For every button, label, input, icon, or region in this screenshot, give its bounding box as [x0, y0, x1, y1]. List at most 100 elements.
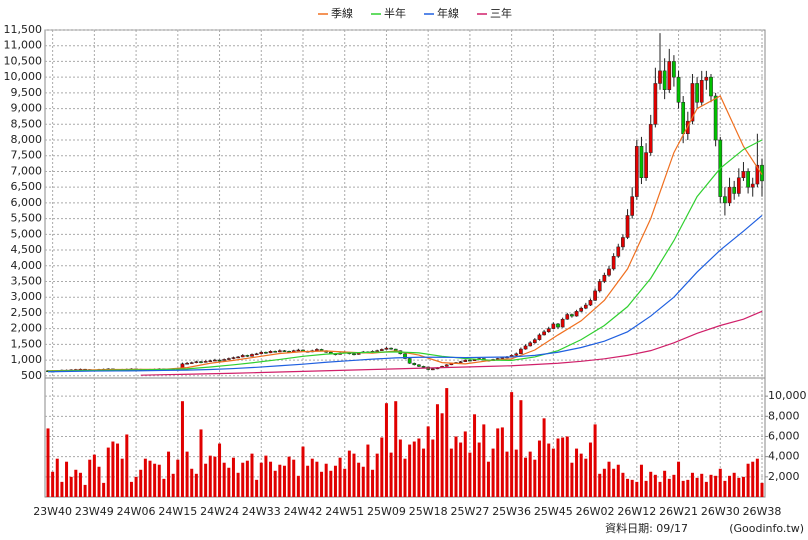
- candle-body: [532, 339, 537, 344]
- volume-bar: [46, 428, 50, 497]
- volume-bar: [667, 478, 671, 497]
- volume-bar: [245, 460, 249, 497]
- volume-bar: [468, 452, 472, 497]
- volume-bar: [333, 465, 337, 497]
- candle-body: [653, 83, 658, 125]
- candle-body: [203, 361, 208, 363]
- x-tick-label: 26W38: [743, 505, 782, 518]
- candle-body: [634, 146, 639, 197]
- y-tick-label: 9,500: [11, 86, 43, 99]
- y-tick-label: 3,000: [11, 290, 43, 303]
- volume-bar: [213, 456, 217, 497]
- volume-bar: [579, 453, 583, 497]
- volume-bar: [477, 442, 481, 497]
- candle-body: [621, 237, 625, 248]
- volume-bar: [695, 477, 699, 497]
- volume-bar: [459, 442, 463, 497]
- volume-bar: [630, 479, 634, 497]
- candle-body: [403, 353, 407, 359]
- volume-bar: [162, 478, 166, 497]
- volume-bar: [227, 467, 231, 497]
- x-tick-label: 26W30: [701, 505, 740, 518]
- candle-body: [709, 76, 713, 97]
- volume-bar: [69, 476, 73, 497]
- candle-body: [254, 353, 259, 356]
- volume-bar: [60, 481, 64, 497]
- volume-bar: [639, 464, 643, 497]
- candle-body: [458, 361, 463, 363]
- candle-body: [273, 351, 278, 353]
- volume-bar: [190, 468, 194, 497]
- volume-bar: [486, 461, 490, 497]
- volume-bar: [718, 468, 722, 497]
- x-tick-label: 23W40: [33, 505, 72, 518]
- candle-body: [444, 364, 449, 367]
- legend-label: 半年: [384, 6, 406, 20]
- volume-bar: [584, 458, 588, 497]
- volume-bar: [556, 438, 560, 497]
- candle-body: [213, 359, 217, 362]
- candle-body: [583, 304, 588, 309]
- volume-bar: [231, 457, 235, 497]
- y-tick-label: 7,000: [11, 164, 43, 177]
- x-tick-label: 25W45: [534, 505, 573, 518]
- candle-body: [421, 366, 426, 368]
- candle-body: [741, 171, 746, 179]
- volume-bar: [561, 437, 565, 497]
- candle-body: [199, 361, 203, 363]
- candle-body: [556, 323, 560, 328]
- volume-bar: [755, 458, 759, 497]
- volume-bar: [296, 475, 300, 497]
- x-tick-label: 25W18: [409, 505, 448, 518]
- candle-body: [268, 351, 273, 354]
- ma-line: [47, 139, 763, 372]
- candle-body: [662, 70, 667, 90]
- candle-body: [189, 362, 194, 364]
- volume-bar: [185, 451, 189, 497]
- volume-bar: [241, 462, 245, 497]
- volume-bar: [440, 413, 444, 497]
- volume-bar: [176, 459, 180, 497]
- volume-bar: [588, 442, 592, 497]
- candle-body: [750, 183, 755, 188]
- volume-bar: [626, 478, 630, 497]
- candle-body: [226, 358, 231, 360]
- volume-bar: [111, 441, 115, 497]
- volume-bar: [700, 473, 704, 497]
- volume-bar: [653, 474, 657, 497]
- volume-bar: [74, 469, 78, 497]
- volume-bar: [250, 453, 254, 497]
- volume-bar: [259, 462, 263, 497]
- volume-bar: [551, 448, 555, 497]
- volume-tick-label: 2,000: [768, 470, 800, 483]
- volume-bar: [681, 480, 685, 497]
- volume-bar: [732, 472, 736, 497]
- volume-bar: [723, 480, 727, 497]
- volume-bar: [282, 465, 286, 497]
- candle-body: [639, 146, 644, 179]
- volume-tick-label: 8,000: [768, 409, 800, 422]
- legend-label: 季線: [331, 6, 353, 20]
- candle-body: [375, 350, 380, 352]
- volume-bar: [116, 443, 120, 497]
- volume-bar: [565, 436, 569, 497]
- volume-bar: [380, 437, 384, 497]
- candle-body: [579, 307, 584, 312]
- volume-bar: [741, 476, 745, 497]
- candle-body: [217, 359, 222, 362]
- candle-body: [723, 196, 727, 204]
- candle-body: [194, 361, 199, 363]
- volume-bar: [222, 462, 226, 497]
- volume-bar: [510, 392, 514, 497]
- volume-bar: [167, 451, 171, 497]
- candle-body: [676, 76, 681, 103]
- candle-body: [713, 95, 718, 141]
- candle-body: [264, 351, 268, 354]
- candle-body: [379, 349, 384, 351]
- volume-bar: [422, 448, 426, 497]
- volume-bar: [593, 424, 597, 497]
- volume-bar: [357, 462, 361, 497]
- volume-bar: [500, 427, 504, 497]
- volume-bar: [607, 461, 611, 497]
- x-tick-label: 26W02: [576, 505, 615, 518]
